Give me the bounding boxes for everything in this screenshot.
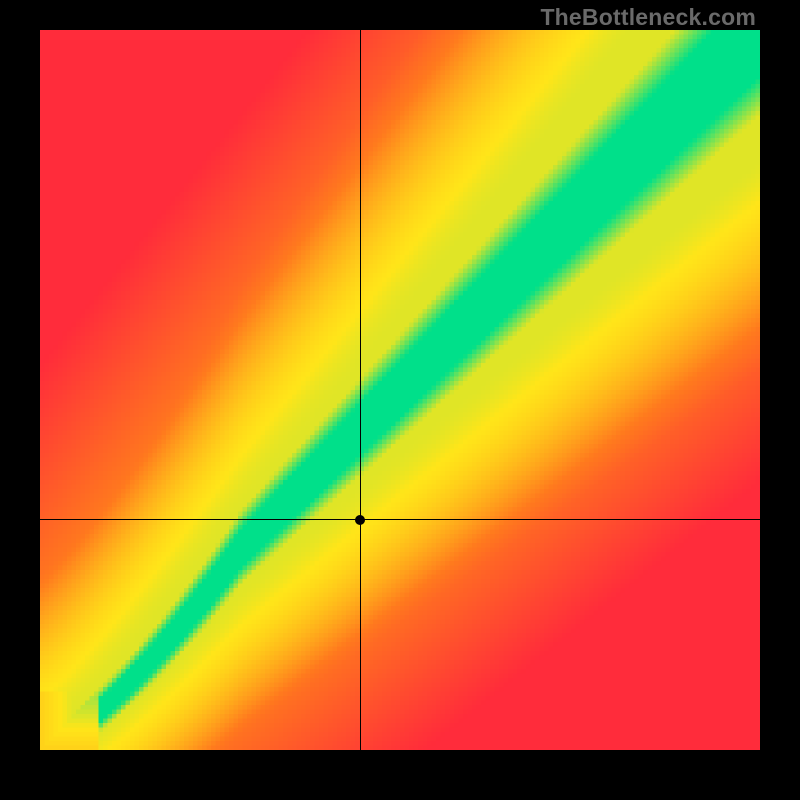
watermark-text: TheBottleneck.com xyxy=(540,4,756,31)
plot-container: TheBottleneck.com xyxy=(0,0,800,800)
crosshair-horizontal xyxy=(40,519,760,520)
crosshair-marker xyxy=(355,515,365,525)
bottleneck-heatmap xyxy=(40,30,760,750)
crosshair-vertical xyxy=(360,30,361,750)
